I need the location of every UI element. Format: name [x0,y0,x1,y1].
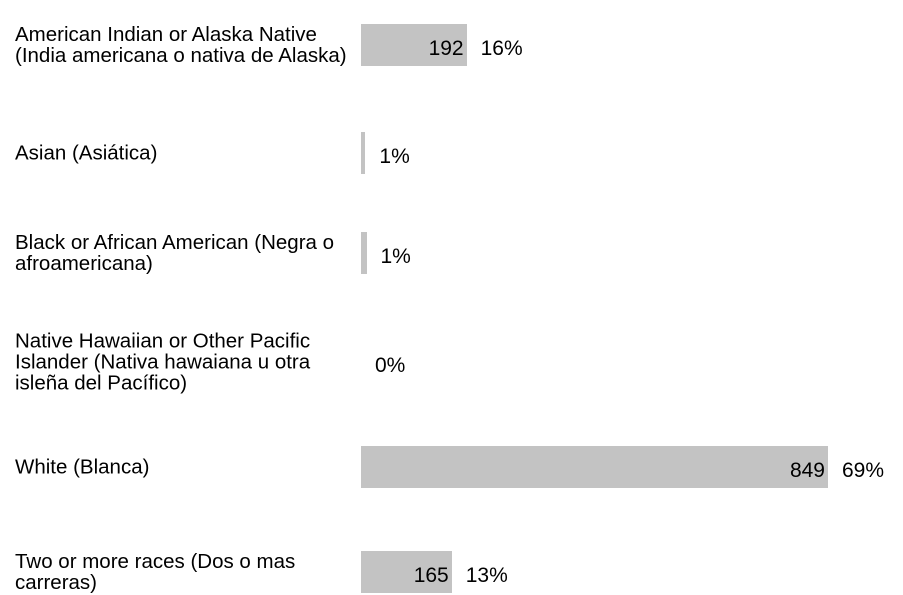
bar [361,232,367,274]
bar [361,24,467,66]
category-label: Black or African American (Negra o afroa… [15,231,335,275]
percent-label: 69% [842,459,885,482]
bar [361,446,828,488]
bar [361,551,452,593]
category-label: American Indian or Alaska Native (India … [15,23,347,67]
count-label: 165 [413,564,449,587]
category-label: Native Hawaiian or Other Pacific Islande… [15,329,311,395]
percent-label: 1% [380,245,411,268]
bar [361,132,366,174]
category-label: Two or more races (Dos o mas carreras) [15,550,296,594]
percent-label: 16% [480,37,523,60]
percent-label: 13% [465,564,508,587]
count-label: 849 [789,459,825,482]
category-label: White (Blanca) [15,455,150,479]
category-label: Asian (Asiática) [15,141,158,165]
percent-label: 1% [379,145,410,168]
count-label: 192 [428,37,464,60]
percent-label: 0% [375,354,406,377]
